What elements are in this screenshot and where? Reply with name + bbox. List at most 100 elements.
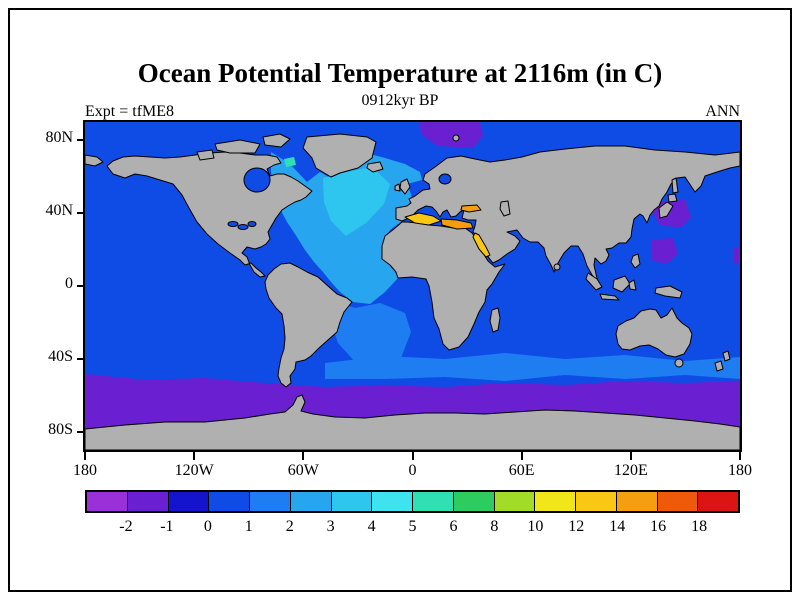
- colorbar-cell-13: [616, 492, 658, 511]
- experiment-label: Expt = tfME8: [85, 103, 175, 120]
- hudson-bay: [243, 167, 271, 193]
- australia: [615, 307, 693, 358]
- lon-tick-label: 120E: [613, 462, 648, 479]
- great-lake-1: [227, 221, 239, 227]
- antarctica: [85, 394, 740, 450]
- colorbar-cell-7: [372, 492, 413, 511]
- arctic-island-2: [262, 133, 291, 148]
- ireland: [394, 183, 401, 192]
- south-atlantic-tongue: [330, 300, 411, 370]
- colorbar-tick-label: -2: [119, 518, 133, 535]
- lat-tick-label: 80N: [45, 129, 73, 147]
- colorbar-tick-label: 6: [449, 518, 458, 535]
- lat-tick-label: 0: [65, 275, 73, 292]
- lat-tick-label: 40N: [45, 202, 73, 220]
- south-america: [264, 262, 353, 388]
- colorbar-cell-14: [657, 492, 699, 511]
- colorbar-cell-11: [535, 492, 576, 511]
- colorbar-tick-label: 18: [691, 518, 708, 535]
- svalbard: [452, 134, 460, 142]
- new-guinea: [654, 285, 683, 299]
- lat-tick: [77, 212, 85, 215]
- figure-frame: [8, 8, 792, 592]
- great-lake-2: [237, 224, 249, 230]
- sri-lanka: [553, 263, 561, 271]
- lon-tick-label: 60E: [508, 462, 535, 479]
- madagascar: [489, 307, 501, 333]
- colorbar-cell-6: [331, 492, 373, 511]
- tasmania: [674, 358, 684, 368]
- borneo: [612, 275, 631, 293]
- colorbar-cell-0: [87, 492, 128, 511]
- colorbar-tick-label: 1: [244, 518, 253, 535]
- lat-tick: [77, 430, 85, 433]
- map-plot-area: [85, 122, 740, 450]
- japan-honshu: [658, 201, 674, 219]
- world-map: [85, 122, 740, 450]
- hokkaido: [667, 193, 678, 203]
- colorbar-cell-5: [290, 492, 332, 511]
- sumatra: [585, 272, 603, 291]
- eurasia: [395, 145, 740, 283]
- colorbar-cell-10: [494, 492, 536, 511]
- lon-tick-label: 180: [728, 462, 752, 479]
- new-zealand-north: [722, 350, 731, 362]
- lon-tick-label: 0: [408, 462, 417, 479]
- java: [599, 293, 620, 301]
- iceland: [366, 161, 384, 173]
- lon-tick-label: 120W: [174, 462, 214, 479]
- lon-tick: [302, 452, 305, 460]
- colorbar-tick-label: 5: [408, 518, 417, 535]
- lon-tick: [520, 452, 523, 460]
- colorbar-cell-2: [168, 492, 210, 511]
- labrador-warm-spot: [284, 157, 296, 167]
- pacific-edge-cold-patch: [733, 248, 740, 263]
- lon-tick-label: 60W: [287, 462, 319, 479]
- colorbar: [85, 490, 740, 513]
- colorbar-tick-label: 4: [367, 518, 376, 535]
- colorbar-cell-1: [127, 492, 169, 511]
- philippines: [630, 253, 641, 269]
- great-lake-3: [247, 221, 257, 227]
- colorbar-cell-4: [250, 492, 291, 511]
- north-atlantic-core: [323, 167, 390, 236]
- lat-tick-label: 80S: [48, 420, 73, 438]
- new-zealand-south: [714, 360, 724, 372]
- lat-tick: [77, 139, 85, 142]
- inland-seas-layer: [227, 167, 511, 258]
- lon-tick: [193, 452, 196, 460]
- colorbar-tick-label: 0: [203, 518, 212, 535]
- colorbar-cell-12: [576, 492, 617, 511]
- colorbar-tick-label: 14: [609, 518, 626, 535]
- southern-midlat-band: [325, 353, 740, 381]
- black-sea: [460, 204, 482, 213]
- sulawesi: [628, 279, 637, 291]
- colorbar-tick-label: 8: [490, 518, 499, 535]
- lon-tick-label: 180: [73, 462, 97, 479]
- sakhalin: [671, 177, 679, 194]
- lat-tick: [77, 357, 85, 360]
- nw-pacific-cold-patch-2: [651, 238, 678, 264]
- arctic-island-3: [196, 149, 215, 161]
- britain: [399, 178, 411, 195]
- colorbar-cell-9: [453, 492, 495, 511]
- colorbar-cell-3: [209, 492, 250, 511]
- colorbar-tick-label: 3: [326, 518, 335, 535]
- arctic-island-1: [214, 139, 261, 154]
- colorbar-cell-15: [698, 492, 738, 511]
- colorbar-tick-label: 2: [285, 518, 294, 535]
- chart-title: Ocean Potential Temperature at 2116m (in…: [137, 58, 663, 88]
- arctic-cold-patch: [420, 122, 483, 148]
- season-label: ANN: [705, 103, 740, 120]
- baltic-sea: [438, 173, 452, 185]
- chukotka-edge: [85, 154, 104, 167]
- colorbar-tick-label: -1: [160, 518, 174, 535]
- lat-tick-label: 40S: [48, 347, 73, 365]
- greenland: [302, 133, 377, 178]
- lon-tick: [84, 452, 86, 460]
- mediterranean-east: [440, 218, 474, 230]
- red-sea: [472, 232, 491, 258]
- colorbar-tick-label: 16: [650, 518, 667, 535]
- lat-tick: [77, 285, 85, 287]
